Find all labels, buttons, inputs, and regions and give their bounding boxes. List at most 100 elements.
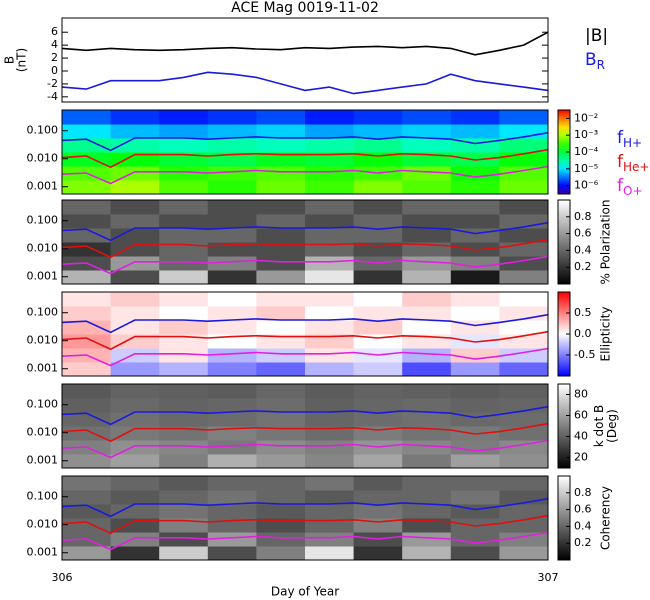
heatmap-cell (499, 532, 549, 547)
series-line (61, 255, 549, 275)
legend-entry: BR (585, 50, 605, 72)
plot-frame (61, 17, 549, 103)
colorbar-tick-label: 0.2 (574, 536, 592, 549)
heatmap-cell (402, 532, 452, 547)
series-line (61, 347, 549, 367)
series-line (61, 531, 549, 551)
heatmap-cell (305, 384, 355, 399)
y-tick-label: 0.100 (27, 124, 59, 137)
heatmap-cell (402, 228, 452, 243)
heatmap-cell (353, 270, 403, 285)
heatmap-cell (110, 200, 160, 215)
heatmap-cell (256, 110, 306, 125)
colorbar-tick-label: 0.6 (574, 503, 592, 516)
heatmap-cell (256, 334, 306, 349)
colorbar-tick-label: 10⁻⁴ (574, 145, 599, 158)
heatmap-cell (207, 412, 257, 427)
heatmap-cell (110, 518, 160, 533)
y-tick-label: 0.100 (27, 306, 59, 319)
heatmap-cell (110, 180, 160, 195)
heatmap-cell (305, 546, 355, 561)
legend-entry: fH+ (617, 128, 642, 150)
heatmap-cell (207, 256, 257, 271)
heatmap-cell (450, 454, 500, 469)
heatmap-cell (305, 214, 355, 229)
heatmap-cell (207, 546, 257, 561)
series-line (61, 131, 549, 152)
heatmap-cell (402, 214, 452, 229)
y-axis-label: B (3, 56, 17, 64)
plot-frame (61, 291, 549, 377)
heatmap-cell (256, 242, 306, 257)
heatmap-cell (110, 214, 160, 229)
heatmap-cell (305, 242, 355, 257)
heatmap-cell (305, 398, 355, 413)
heatmap-cell (110, 228, 160, 243)
heatmap-cell (207, 454, 257, 469)
heatmap-cell (159, 306, 209, 321)
series-line (61, 71, 549, 95)
heatmap-cell (499, 256, 549, 271)
heatmap-cell (305, 124, 355, 139)
heatmap-cell (62, 334, 112, 349)
heatmap-cell (62, 398, 112, 413)
heatmap-cell (402, 362, 452, 377)
heatmap-cell (159, 384, 209, 399)
heatmap-cell (207, 532, 257, 547)
y-tick-label: 0.001 (27, 546, 59, 559)
heatmap-cell (256, 454, 306, 469)
heatmap-cell (305, 362, 355, 377)
heatmap-cell (402, 256, 452, 271)
heatmap-cell (353, 138, 403, 153)
heatmap-cell (353, 110, 403, 125)
heatmap-cell (402, 166, 452, 181)
heatmap-cell (207, 270, 257, 285)
heatmap-cell (159, 270, 209, 285)
colorbar-tick-label: 0.6 (574, 227, 592, 240)
y-tick-label: 2 (51, 51, 58, 64)
heatmap-cell (62, 320, 112, 335)
heatmap-cell (499, 292, 549, 307)
heatmap-cell (450, 362, 500, 377)
heatmap-cell (305, 426, 355, 441)
legend-entry: fO+ (617, 176, 643, 198)
heatmap-cell (450, 476, 500, 491)
heatmap-cell (159, 454, 209, 469)
heatmap-cell (499, 110, 549, 125)
heatmap-cell (499, 138, 549, 153)
heatmap-cell (110, 138, 160, 153)
colorbar-tick-label: 0.8 (574, 210, 592, 223)
heatmap-cell (256, 412, 306, 427)
heatmap-cell (402, 200, 452, 215)
heatmap-cell (305, 228, 355, 243)
heatmap-cell (62, 384, 112, 399)
colorbar-label: % Polarization (599, 200, 613, 285)
heatmap-cell (499, 454, 549, 469)
heatmap-cell (353, 214, 403, 229)
heatmap-cell (62, 200, 112, 215)
heatmap-cell (207, 292, 257, 307)
heatmap-cell (499, 348, 549, 363)
heatmap-cell (305, 138, 355, 153)
heatmap-cell (450, 124, 500, 139)
heatmap-cell (402, 490, 452, 505)
series-line (61, 31, 549, 56)
heatmap-cell (159, 440, 209, 455)
colorbar-tick-label: 10⁻³ (574, 128, 598, 141)
series-line (61, 313, 549, 334)
heatmap-cell (159, 490, 209, 505)
heatmap-cell (207, 306, 257, 321)
heatmap-cell (110, 124, 160, 139)
heatmap-cell (353, 292, 403, 307)
heatmap-cell (207, 110, 257, 125)
heatmap-cell (499, 440, 549, 455)
heatmap-cell (305, 348, 355, 363)
heatmap-cell (402, 110, 452, 125)
heatmap-cell (256, 138, 306, 153)
heatmap-cell (62, 426, 112, 441)
heatmap-cell (159, 398, 209, 413)
plot-frame (61, 475, 549, 561)
heatmap-cell (207, 476, 257, 491)
heatmap-cell (110, 362, 160, 377)
